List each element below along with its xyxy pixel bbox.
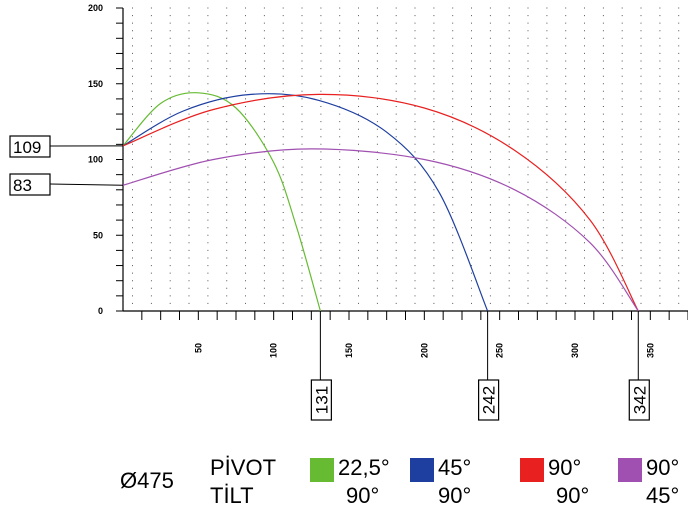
x-marker-box xyxy=(628,379,650,421)
series-line-1 xyxy=(122,93,489,312)
y-tick-label: 50 xyxy=(93,230,103,240)
x-tick-label: 300 xyxy=(570,343,580,358)
grid-dot-pattern xyxy=(132,7,680,304)
y-marker-value: 83 xyxy=(13,176,32,195)
y-marker-value: 109 xyxy=(13,138,41,157)
legend-swatch-purple xyxy=(618,458,642,482)
x-marker-value: 242 xyxy=(480,386,499,414)
y-tick-label: 150 xyxy=(88,79,103,89)
series-curves xyxy=(122,92,639,312)
x-tick-label: 350 xyxy=(645,343,655,358)
x-tick-label: 50 xyxy=(193,343,203,353)
x-tick-label: 250 xyxy=(495,343,505,358)
tilt-word: TİLT xyxy=(210,483,254,508)
legend: Ø475 PİVOT TİLT 22,5° 90° 45° 90° 90° 90… xyxy=(0,450,688,522)
legend-pivot-value: 90° xyxy=(646,455,680,480)
diameter-label: Ø475 xyxy=(120,468,174,493)
legend-axis-words: PİVOT TİLT xyxy=(210,454,276,510)
legend-tilt-value: 90° xyxy=(346,483,380,508)
legend-swatch-green xyxy=(310,458,334,482)
y-marker-leader xyxy=(49,183,124,186)
y-tick-label: 200 xyxy=(88,3,103,13)
axes: 0 50 100 150 200 50 100 150 200 250 300 350 xyxy=(88,3,688,358)
legend-pivot-value: 45° xyxy=(438,455,472,480)
x-tick-label: 200 xyxy=(419,343,429,358)
legend-swatch-blue xyxy=(410,458,434,482)
grid-dots xyxy=(132,7,680,304)
x-tick-label: 150 xyxy=(344,343,354,358)
y-tick-label: 100 xyxy=(88,155,103,165)
x-marker-value: 131 xyxy=(312,386,331,414)
light-distribution-chart: 0 50 100 150 200 50 100 150 200 250 300 350 109 83 13… xyxy=(9,3,688,421)
series-line-3 xyxy=(122,148,639,312)
x-marker-box xyxy=(478,379,500,421)
value-markers: 109 83 131 242 342 xyxy=(9,135,650,421)
x-marker-box xyxy=(310,379,332,421)
pivot-word: PİVOT xyxy=(210,455,277,480)
legend-pivot-value: 90° xyxy=(548,455,582,480)
legend-tilt-value: 90° xyxy=(438,483,472,508)
x-marker-value: 342 xyxy=(630,386,649,414)
x-tick-label: 100 xyxy=(269,343,279,358)
legend-tilt-value: 45° xyxy=(646,483,680,508)
series-line-2 xyxy=(122,93,639,312)
legend-tilt-value: 90° xyxy=(556,483,590,508)
y-marker-box xyxy=(9,135,51,158)
legend-pivot-value: 22,5° xyxy=(338,455,390,480)
y-tick-label: 0 xyxy=(98,306,103,316)
legend-swatch-red xyxy=(520,458,544,482)
series-line-0 xyxy=(122,92,321,312)
